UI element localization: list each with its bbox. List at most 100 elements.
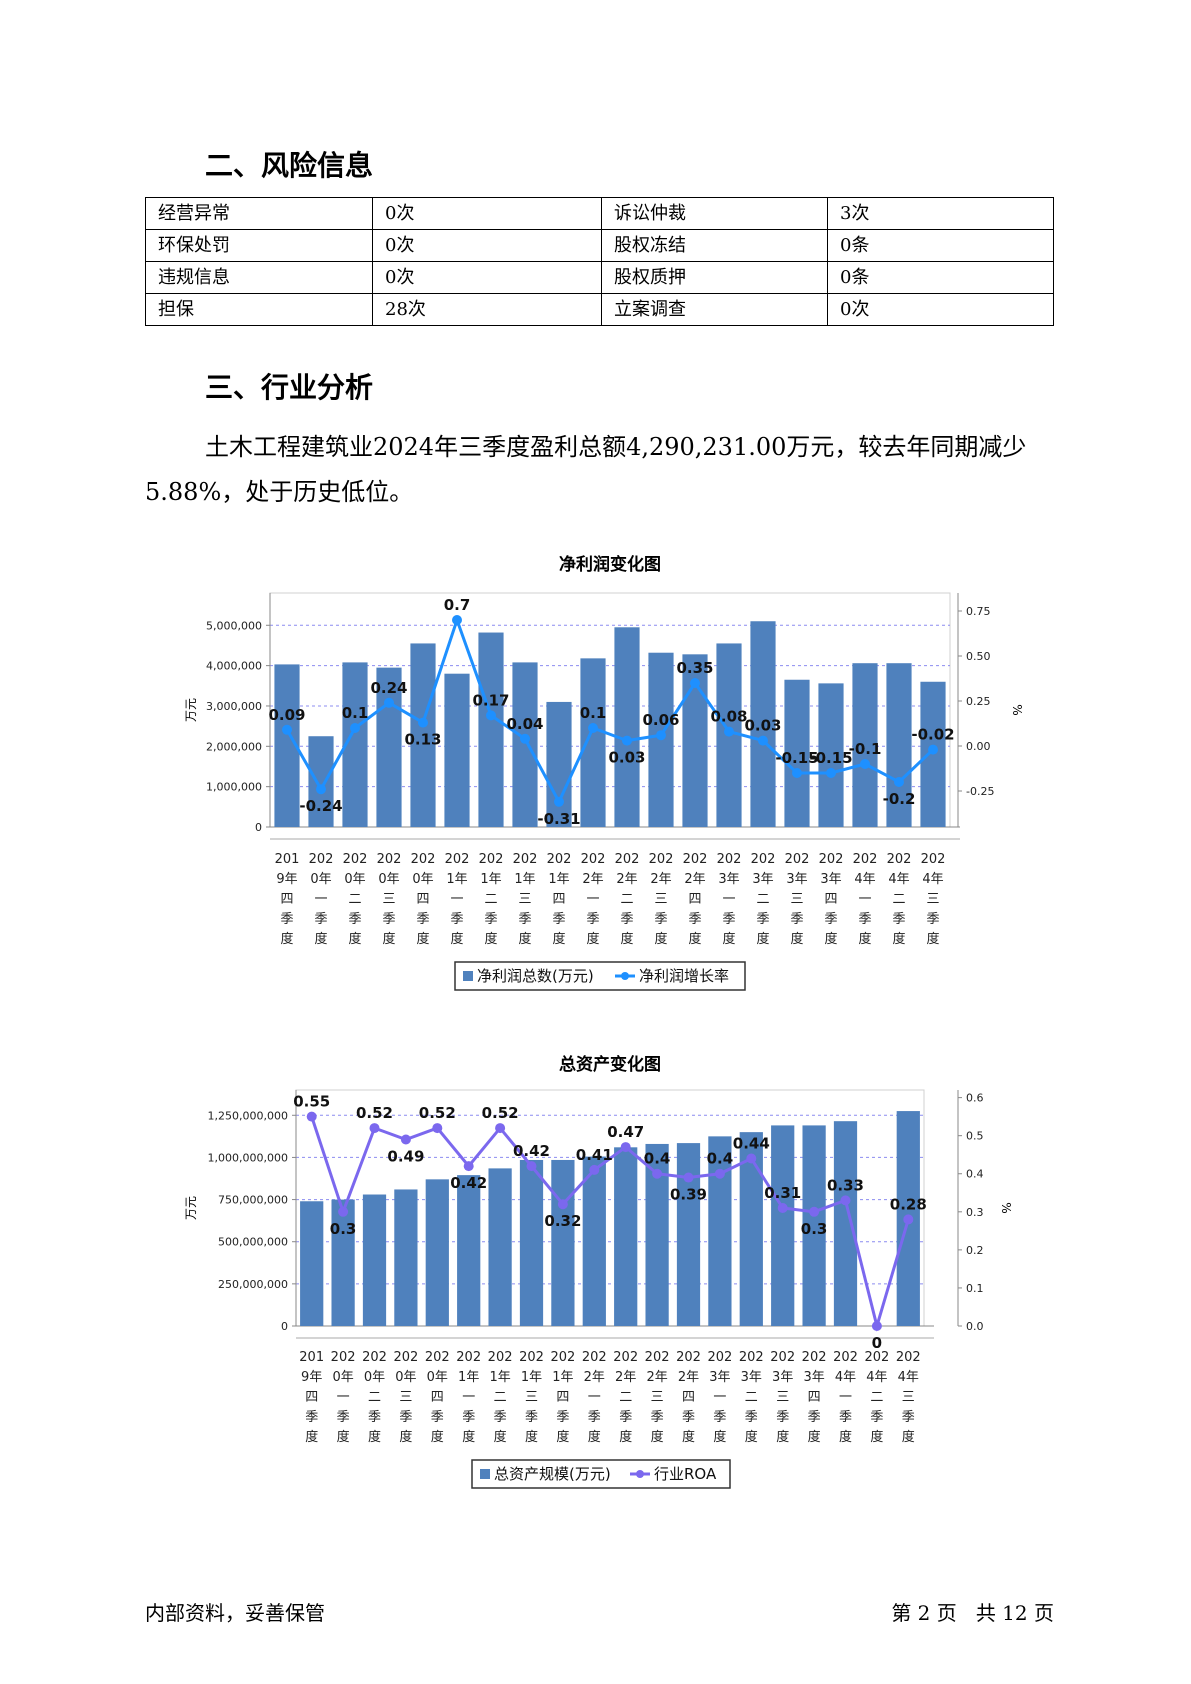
- x-tick-line: 度: [348, 931, 361, 947]
- x-tick-label: 202 3年一季度: [707, 1350, 732, 1445]
- bar: [512, 662, 538, 827]
- bar: [331, 1199, 355, 1326]
- x-tick-line: 二: [348, 892, 361, 907]
- line-point: [338, 1206, 349, 1217]
- x-tick-line: 季: [556, 1410, 569, 1425]
- x-tick-line: 四: [416, 892, 429, 907]
- x-tick-line: 202: [331, 1350, 356, 1365]
- x-tick-line: 0年: [412, 872, 433, 887]
- bar: [580, 658, 606, 827]
- x-tick-line: 三: [902, 1390, 915, 1405]
- footer-confidential-note: 内部资料，妥善保管: [145, 1601, 325, 1625]
- x-tick-line: 四: [808, 1390, 821, 1405]
- data-label: 0.24: [370, 679, 407, 697]
- x-tick-line: 202: [411, 852, 436, 867]
- x-tick-line: 4年: [866, 1370, 887, 1385]
- x-tick-label: 202 4年二季度: [864, 1350, 889, 1445]
- x-tick-line: 度: [337, 1429, 350, 1445]
- data-label: -0.15: [809, 749, 852, 767]
- x-tick-line: 度: [494, 1429, 507, 1445]
- x-tick-line: 2年: [650, 872, 671, 887]
- x-tick-line: 0年: [395, 1370, 416, 1385]
- line-point: [826, 768, 836, 778]
- x-tick-line: 202: [456, 1350, 481, 1365]
- x-tick-text: 202 0年二季度: [343, 852, 368, 947]
- line-point: [746, 1153, 757, 1164]
- x-tick-text: 202 2年二季度: [613, 1350, 638, 1445]
- x-tick-line: 202: [615, 852, 640, 867]
- y2-tick-label: 0.5: [966, 1130, 984, 1143]
- x-tick-line: 度: [484, 931, 497, 947]
- bar: [784, 679, 810, 827]
- x-tick-line: 2年: [615, 1370, 636, 1385]
- bar: [410, 643, 436, 827]
- x-tick-line: 季: [620, 912, 633, 927]
- chart-title: 净利润变化图: [559, 554, 661, 575]
- x-tick-line: 季: [756, 912, 769, 927]
- x-tick-line: 三: [382, 892, 395, 907]
- data-label: 0.28: [890, 1195, 927, 1213]
- x-tick-line: 0年: [332, 1370, 353, 1385]
- data-label: -0.15: [775, 749, 818, 767]
- x-tick-line: 度: [776, 1429, 789, 1445]
- y2-tick-label: 0.00: [966, 740, 991, 753]
- x-tick-label: 202 1年四季度: [547, 852, 572, 947]
- x-tick-line: 一: [713, 1390, 726, 1405]
- y2-tick-label: 0.75: [966, 605, 991, 618]
- line-point: [452, 615, 462, 625]
- x-tick-text: 202 2年三季度: [649, 852, 674, 947]
- data-label: 0.03: [608, 749, 645, 767]
- x-tick-line: 4年: [835, 1370, 856, 1385]
- x-tick-text: 202 2年二季度: [615, 852, 640, 947]
- x-tick-line: 一: [462, 1390, 475, 1405]
- y2-tick-label: 0.0: [966, 1320, 984, 1333]
- x-tick-text: 202 3年二季度: [751, 852, 776, 947]
- y-tick-label: 0: [255, 821, 262, 834]
- x-tick-line: 度: [722, 931, 735, 947]
- line-point: [282, 724, 292, 735]
- line-point: [928, 744, 938, 755]
- data-label: 0.04: [506, 715, 543, 733]
- x-tick-line: 202: [864, 1350, 889, 1365]
- legend-box: [454, 961, 746, 991]
- line-point: [683, 1172, 694, 1183]
- x-tick-line: 季: [619, 1410, 632, 1425]
- data-label: -0.31: [537, 810, 580, 828]
- line-point: [860, 759, 870, 769]
- bar: [818, 683, 844, 827]
- x-tick-line: 2年: [584, 1370, 605, 1385]
- x-tick-line: 202: [488, 1350, 513, 1365]
- bar: [551, 1159, 575, 1326]
- x-tick-line: 一: [722, 892, 735, 907]
- bar: [739, 1132, 763, 1326]
- data-label: -0.1: [849, 740, 882, 758]
- data-label: 0.42: [513, 1142, 550, 1160]
- x-tick-line: 一: [337, 1390, 350, 1405]
- x-tick-label: 202 0年一季度: [309, 852, 334, 947]
- x-tick-text: 202 1年三季度: [519, 1350, 544, 1445]
- x-tick-line: 季: [870, 1410, 883, 1425]
- x-tick-line: 202: [853, 852, 878, 867]
- x-tick-label: 202 1年一季度: [445, 852, 470, 947]
- x-tick-text: 201 9年四季度: [275, 852, 300, 947]
- x-tick-line: 二: [368, 1390, 381, 1405]
- legend-bar-swatch: [480, 1469, 490, 1479]
- x-tick-line: 季: [484, 912, 497, 927]
- x-tick-line: 季: [776, 1410, 789, 1425]
- x-tick-line: 1年: [446, 872, 467, 887]
- x-tick-text: 202 3年三季度: [785, 852, 810, 947]
- x-tick-line: 季: [682, 1410, 695, 1425]
- data-label: -0.2: [883, 790, 916, 808]
- x-tick-line: 202: [751, 852, 776, 867]
- x-tick-text: 202 4年二季度: [864, 1350, 889, 1445]
- x-tick-text: 202 1年三季度: [513, 852, 538, 947]
- line-point: [400, 1134, 411, 1145]
- y2-tick-label: 0.1: [966, 1282, 984, 1295]
- x-tick-line: 度: [756, 931, 769, 947]
- bar: [582, 1156, 606, 1326]
- x-tick-label: 202 3年四季度: [802, 1350, 827, 1445]
- x-tick-line: 一: [588, 1390, 601, 1405]
- line-point: [620, 1142, 631, 1153]
- line-point: [526, 1161, 537, 1172]
- x-tick-label: 202 2年三季度: [645, 1350, 670, 1445]
